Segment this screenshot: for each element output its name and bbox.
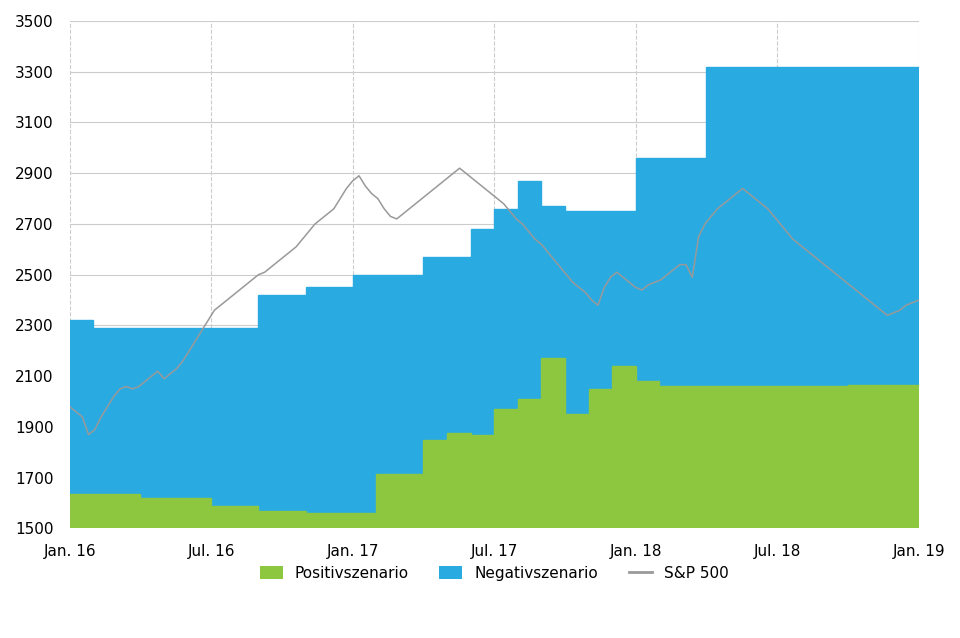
Polygon shape (70, 359, 919, 528)
Legend: Positivszenario, Negativszenario, S&P 500: Positivszenario, Negativszenario, S&P 50… (253, 560, 735, 587)
Polygon shape (70, 67, 919, 528)
